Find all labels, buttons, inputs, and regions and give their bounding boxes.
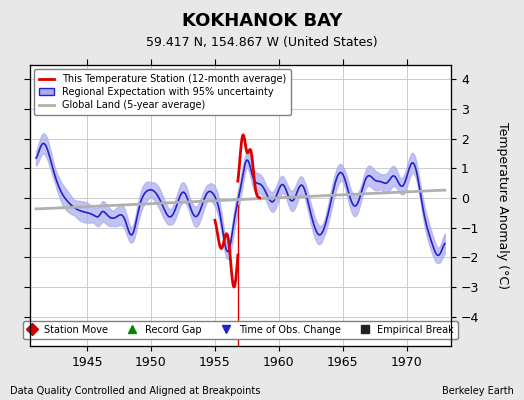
Text: Data Quality Controlled and Aligned at Breakpoints: Data Quality Controlled and Aligned at B… [10, 386, 261, 396]
Text: Berkeley Earth: Berkeley Earth [442, 386, 514, 396]
Legend: Station Move, Record Gap, Time of Obs. Change, Empirical Break: Station Move, Record Gap, Time of Obs. C… [23, 321, 458, 338]
Text: KOKHANOK BAY: KOKHANOK BAY [182, 12, 342, 30]
Text: 59.417 N, 154.867 W (United States): 59.417 N, 154.867 W (United States) [146, 36, 378, 49]
Y-axis label: Temperature Anomaly (°C): Temperature Anomaly (°C) [496, 122, 509, 289]
